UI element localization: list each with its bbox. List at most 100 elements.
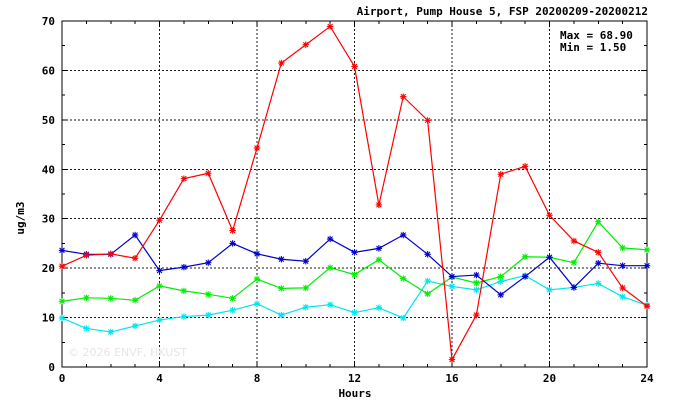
- y-tick-label: 50: [42, 114, 55, 127]
- data-point-marker: [448, 283, 456, 290]
- data-point-marker: [497, 291, 504, 299]
- marker-stroke: [449, 273, 455, 280]
- marker-stroke: [107, 251, 114, 257]
- data-point-marker: [205, 291, 212, 298]
- marker-stroke: [424, 291, 431, 297]
- marker-stroke: [278, 256, 285, 263]
- series-layer: [58, 23, 651, 363]
- x-tick-label: 20: [543, 372, 556, 385]
- data-series: [58, 23, 651, 363]
- data-point-marker: [302, 303, 309, 311]
- data-point-marker: [546, 254, 553, 261]
- marker-stroke: [205, 170, 212, 177]
- marker-stroke: [400, 315, 407, 321]
- data-point-marker: [400, 275, 407, 282]
- data-point-marker: [107, 328, 114, 336]
- data-point-marker: [229, 227, 236, 234]
- data-point-marker: [570, 259, 578, 266]
- marker-stroke: [522, 253, 528, 260]
- data-point-marker: [473, 286, 480, 294]
- data-point-marker: [424, 251, 431, 258]
- marker-stroke: [156, 267, 163, 274]
- data-point-marker: [375, 201, 383, 209]
- marker-stroke: [254, 300, 260, 307]
- data-point-marker: [253, 144, 261, 152]
- marker-stroke: [278, 60, 285, 66]
- x-tick-label: 16: [445, 372, 459, 385]
- data-point-marker: [643, 303, 651, 310]
- data-point-marker: [521, 253, 529, 260]
- marker-stroke: [254, 145, 260, 151]
- marker-stroke: [107, 295, 114, 302]
- marker-stroke: [83, 295, 90, 301]
- data-point-marker: [156, 267, 163, 274]
- data-point-marker: [253, 275, 261, 283]
- data-point-marker: [351, 249, 358, 256]
- data-point-marker: [302, 258, 309, 265]
- marker-stroke: [351, 249, 358, 256]
- marker-stroke: [254, 251, 260, 257]
- data-point-marker: [229, 295, 236, 302]
- marker-stroke: [107, 329, 114, 335]
- marker-stroke: [497, 278, 504, 285]
- data-point-marker: [521, 163, 529, 170]
- marker-stroke: [400, 232, 407, 238]
- marker-stroke: [229, 240, 236, 247]
- data-point-marker: [375, 256, 383, 263]
- chart-title: Airport, Pump House 5, FSP 20200209-2020…: [357, 5, 648, 18]
- marker-stroke: [181, 264, 187, 270]
- marker-stroke: [59, 298, 65, 305]
- data-point-marker: [424, 290, 431, 298]
- data-point-marker: [619, 262, 626, 269]
- marker-stroke: [132, 297, 138, 304]
- min-value-label: Min = 1.50: [560, 41, 626, 54]
- data-point-marker: [595, 249, 602, 256]
- marker-stroke: [449, 283, 455, 290]
- marker-stroke: [181, 288, 187, 294]
- marker-stroke: [376, 245, 382, 252]
- data-point-marker: [229, 306, 236, 314]
- x-tick-label: 0: [59, 372, 66, 385]
- data-point-marker: [131, 231, 139, 239]
- marker-stroke: [327, 236, 333, 242]
- marker-stroke: [156, 217, 163, 223]
- x-tick-label: 4: [156, 372, 163, 385]
- axes-layer: 0 4 8 12 16 20 24 0 10 20 30 40 50 60 70: [42, 15, 654, 385]
- data-point-marker: [253, 250, 261, 258]
- data-point-marker: [205, 311, 212, 319]
- marker-stroke: [424, 251, 431, 258]
- data-point-marker: [58, 314, 66, 322]
- data-point-marker: [375, 245, 383, 252]
- data-point-marker: [156, 282, 163, 290]
- data-point-marker: [375, 304, 383, 311]
- data-point-marker: [595, 260, 602, 267]
- data-point-marker: [326, 235, 334, 243]
- data-series: [58, 231, 651, 299]
- data-point-marker: [570, 284, 578, 291]
- marker-stroke: [400, 275, 407, 282]
- data-point-marker: [400, 231, 407, 239]
- data-point-marker: [131, 255, 139, 262]
- data-point-marker: [619, 293, 626, 301]
- data-point-marker: [400, 93, 407, 100]
- data-point-marker: [180, 263, 188, 271]
- data-point-marker: [473, 279, 480, 287]
- series-line: [61, 274, 648, 333]
- marker-stroke: [473, 312, 480, 318]
- marker-stroke: [351, 271, 358, 278]
- marker-stroke: [595, 249, 602, 256]
- marker-stroke: [571, 284, 577, 291]
- data-point-marker: [58, 262, 66, 270]
- data-point-marker: [424, 117, 431, 124]
- data-point-marker: [107, 295, 114, 302]
- data-point-marker: [205, 259, 212, 266]
- marker-stroke: [571, 259, 577, 266]
- data-point-marker: [400, 314, 407, 322]
- data-point-marker: [205, 170, 212, 177]
- y-tick-label: 20: [42, 262, 55, 275]
- data-point-marker: [546, 212, 553, 219]
- marker-stroke: [351, 63, 358, 70]
- marker-stroke: [205, 312, 212, 318]
- x-tick-label: 24: [640, 372, 654, 385]
